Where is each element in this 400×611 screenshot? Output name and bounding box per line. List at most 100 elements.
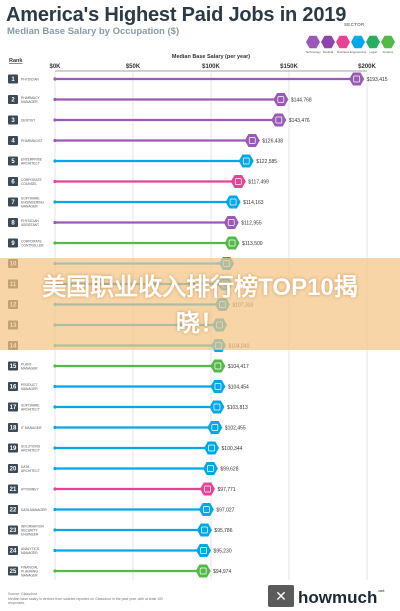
x-tick-label: $0K xyxy=(49,64,61,70)
rank-box xyxy=(8,525,18,535)
bar-hexagon-marker xyxy=(238,154,254,168)
rank-number: 4 xyxy=(11,139,15,145)
occupation-icon xyxy=(211,424,219,431)
rank-box xyxy=(8,402,18,412)
job-label: PLANT xyxy=(21,363,32,367)
job-label: SOFTWARE xyxy=(21,197,40,201)
bar-start-dot xyxy=(53,77,57,81)
job-label: DENTIST xyxy=(21,119,35,123)
bar-start-dot xyxy=(53,405,57,409)
job-label: COUNSEL xyxy=(21,182,37,186)
bar-start-dot xyxy=(53,507,57,512)
bar-start-dot xyxy=(53,138,57,143)
job-label: CORPORATE xyxy=(21,178,42,182)
bar-value-label: $104,454 xyxy=(228,384,249,390)
bar-hexagon-marker xyxy=(200,482,216,496)
bar-value-label: $143,476 xyxy=(289,118,310,124)
job-label: ATTORNEY xyxy=(21,488,39,492)
occupation-icon xyxy=(203,506,210,513)
bar-hexagon-marker xyxy=(209,400,225,414)
bar-hexagon-marker xyxy=(273,93,289,106)
bar-hexagon-marker xyxy=(224,236,240,250)
bar-value-label: $103,813 xyxy=(227,405,248,411)
rank-number: 8 xyxy=(11,221,15,227)
rank-box xyxy=(8,546,18,555)
occupation-icon xyxy=(228,239,236,247)
rank-number: 15 xyxy=(10,364,17,370)
close-badge-icon[interactable]: ✕ xyxy=(268,585,294,607)
brand-logo[interactable]: howmuch.net xyxy=(298,588,384,608)
bar-hexagon-marker xyxy=(195,564,211,578)
bar-value-label: $100,344 xyxy=(222,446,243,452)
legend-label-business: Business xyxy=(336,50,350,54)
rank-box xyxy=(8,95,18,104)
bar-value-label: $99,628 xyxy=(220,466,238,472)
rank-number: 19 xyxy=(10,446,17,452)
rank-number: 21 xyxy=(10,487,17,493)
occupation-icon xyxy=(214,362,222,370)
job-label: SOLUTIONS xyxy=(21,445,41,449)
bar-value-label: $126,438 xyxy=(262,138,283,144)
bar-hexagon-marker xyxy=(207,421,223,434)
rank-number: 2 xyxy=(11,98,15,104)
job-label: PHYSICIAN xyxy=(21,78,39,82)
job-label: FINANCIAL xyxy=(21,566,38,570)
job-label: DATA xyxy=(21,465,30,469)
bar-hexagon-marker xyxy=(244,134,260,147)
overlay-banner-text: 美国职业收入排行榜TOP10揭晓！ xyxy=(42,274,358,337)
bar-hexagon-marker xyxy=(196,544,212,557)
bar-value-label: $193,415 xyxy=(367,77,388,83)
bar-value-label: $122,585 xyxy=(256,159,277,165)
rank-number: 20 xyxy=(10,467,17,473)
bar-value-label: $97,771 xyxy=(218,487,236,493)
chart-subtitle: Median Base Salary by Occupation ($) xyxy=(7,26,180,37)
occupation-icon xyxy=(248,137,256,144)
rank-box xyxy=(8,382,18,391)
bar-hexagon-marker xyxy=(202,462,218,475)
bar-start-dot xyxy=(53,179,57,184)
job-label: IT MANAGER xyxy=(21,426,42,430)
rank-number: 9 xyxy=(11,241,15,247)
occupation-icon xyxy=(277,96,285,103)
bar-start-dot xyxy=(53,528,57,532)
bar-value-label: $95,230 xyxy=(214,548,232,554)
legend-hex-legal xyxy=(366,35,380,49)
job-label: PHARMACIST xyxy=(21,139,43,143)
rank-number: 17 xyxy=(10,405,17,411)
rank-number: 5 xyxy=(11,159,15,165)
occupation-icon xyxy=(207,465,214,472)
job-label: DATA MANAGER xyxy=(21,508,47,512)
bar-value-label: $144,768 xyxy=(291,97,312,103)
job-label: PHYSICIAN xyxy=(21,219,39,223)
rank-box xyxy=(8,177,18,186)
bar-value-label: $94,974 xyxy=(213,569,231,575)
job-label: SOFTWARE xyxy=(21,404,40,408)
legend-label-technology: Technology xyxy=(305,50,321,54)
rank-box xyxy=(8,361,18,371)
legend-label-legal: Legal xyxy=(369,50,377,54)
bar-start-dot xyxy=(53,466,57,471)
bar-hexagon-marker xyxy=(204,441,220,455)
rank-box xyxy=(8,238,18,248)
occupation-icon xyxy=(229,198,237,206)
legend-hex-business xyxy=(336,35,350,49)
job-label: CONTROLLER xyxy=(21,244,44,248)
bar-start-dot xyxy=(53,241,57,245)
rank-box xyxy=(8,464,18,473)
legend-title: SECTOR xyxy=(344,22,365,27)
rank-box xyxy=(8,423,18,432)
rank-number: 25 xyxy=(10,569,17,575)
bar-start-dot xyxy=(53,118,57,122)
bar-start-dot xyxy=(53,220,57,225)
rank-box xyxy=(8,566,18,576)
bar-start-dot xyxy=(53,200,57,204)
job-label: ARCHITECT xyxy=(21,408,40,412)
rank-box xyxy=(8,443,18,453)
bar-hexagon-marker xyxy=(349,72,365,86)
overlay-banner xyxy=(0,258,400,350)
bar-value-label: $112,955 xyxy=(241,220,262,226)
job-label: PLANNING xyxy=(21,570,38,574)
rank-number: 23 xyxy=(10,528,17,534)
job-label: ANALYTICS xyxy=(21,547,40,551)
occupation-icon xyxy=(201,526,208,534)
